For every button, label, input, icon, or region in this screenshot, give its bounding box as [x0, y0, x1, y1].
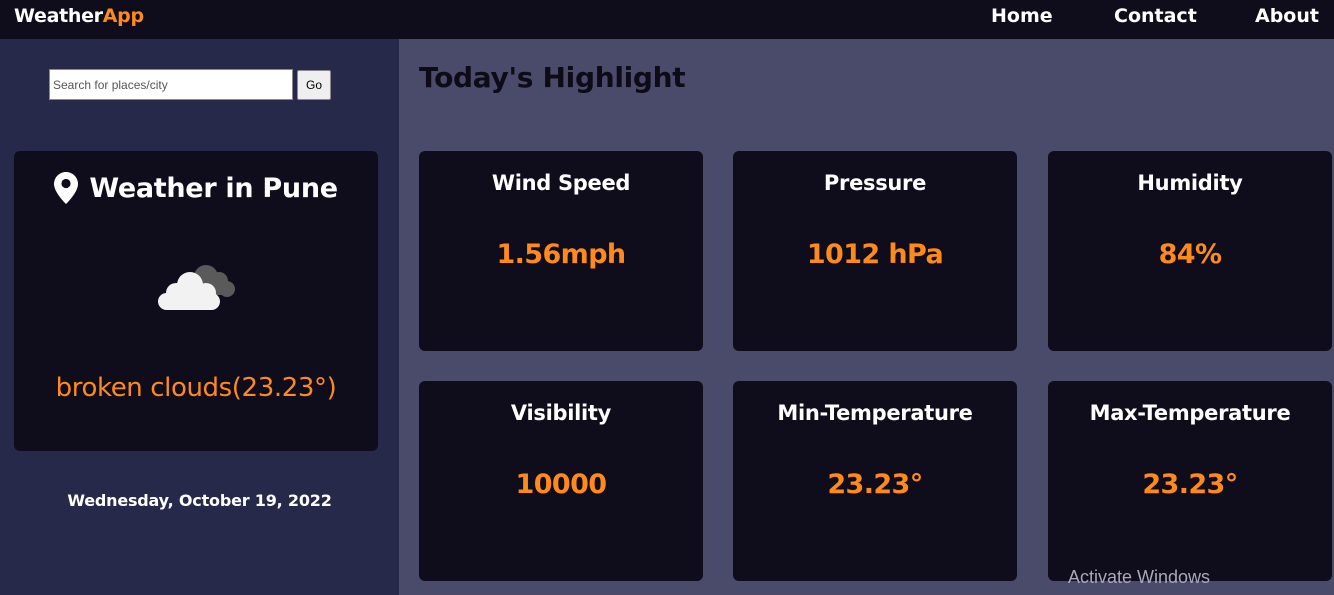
- location-title: Weather in Pune: [89, 172, 338, 204]
- highlight-card-wind-speed: Wind Speed 1.56mph: [419, 151, 703, 351]
- card-value: 23.23°: [1142, 469, 1238, 500]
- highlight-card-visibility: Visibility 10000: [419, 381, 703, 581]
- weather-description: broken clouds(23.23°): [55, 373, 337, 403]
- highlight-card-min-temperature: Min-Temperature 23.23°: [733, 381, 1017, 581]
- location-row: Weather in Pune: [14, 172, 378, 208]
- card-title: Min-Temperature: [777, 401, 973, 425]
- highlight-card-max-temperature: Max-Temperature 23.23°: [1048, 381, 1332, 581]
- nav-link-about[interactable]: About: [1255, 5, 1319, 27]
- card-title: Humidity: [1137, 171, 1243, 195]
- current-weather-card: Weather in Pune broken clouds(23.23°): [14, 151, 378, 451]
- card-title: Pressure: [823, 171, 927, 195]
- broken-clouds-icon: [158, 265, 235, 310]
- card-value: 84%: [1158, 239, 1222, 270]
- nav-link-contact[interactable]: Contact: [1114, 5, 1197, 27]
- search-input[interactable]: [49, 69, 293, 100]
- card-value: 10000: [515, 469, 608, 500]
- current-date: Wednesday, October 19, 2022: [67, 491, 332, 510]
- card-title: Wind Speed: [491, 171, 631, 195]
- card-value: 23.23°: [827, 469, 923, 500]
- brand-name: Weather: [14, 5, 103, 27]
- sidebar: Go Weather in Pune broken clouds(2: [0, 39, 399, 595]
- navbar: WeatherApp Home Contact About: [0, 0, 1334, 39]
- highlight-card-pressure: Pressure 1012 hPa: [733, 151, 1017, 351]
- activate-windows-watermark: Activate Windows: [1068, 567, 1211, 587]
- nav-link-home[interactable]: Home: [991, 5, 1053, 27]
- page-title: Today's Highlight: [419, 61, 686, 94]
- brand-accent: App: [102, 5, 144, 27]
- brand-logo[interactable]: WeatherApp: [14, 5, 144, 27]
- card-title: Visibility: [510, 401, 612, 425]
- map-pin-icon: [54, 172, 79, 204]
- card-value: 1012 hPa: [806, 239, 944, 270]
- search-go-button[interactable]: Go: [297, 70, 331, 100]
- highlight-card-humidity: Humidity 84%: [1048, 151, 1332, 351]
- card-title: Max-Temperature: [1089, 401, 1291, 425]
- card-value: 1.56mph: [496, 239, 626, 270]
